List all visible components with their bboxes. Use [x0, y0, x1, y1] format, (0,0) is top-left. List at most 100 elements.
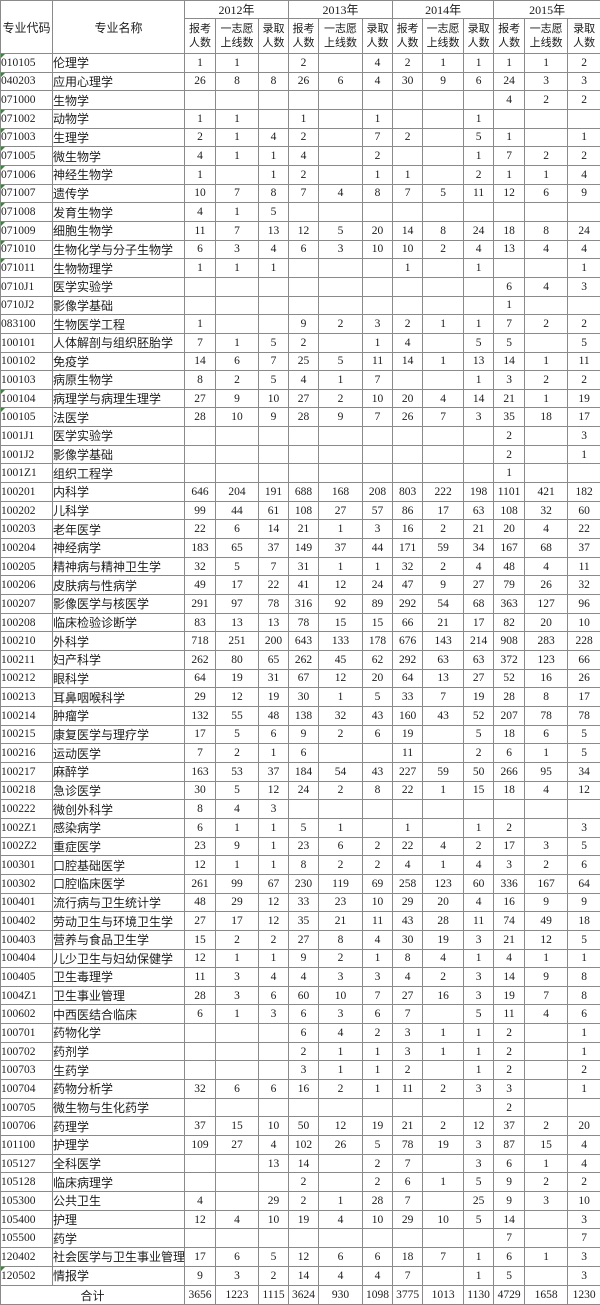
header-applicants: 报考 人数: [493, 18, 526, 54]
value-cell: 2: [524, 1116, 569, 1137]
value-cell: 32: [524, 500, 569, 521]
value-cell: [567, 202, 600, 222]
value-cell: [422, 90, 465, 110]
value-cell: [422, 108, 465, 129]
value-cell: [318, 53, 364, 73]
major-name-cell: 临床检验诊断学: [52, 612, 185, 633]
value-cell: 44: [215, 500, 259, 521]
value-cell: [257, 276, 290, 297]
value-cell: 5: [493, 1265, 526, 1287]
value-cell: 1: [493, 164, 526, 185]
value-cell: 9: [288, 948, 320, 969]
value-cell: [318, 90, 364, 110]
header-applicants: 报考 人数: [288, 18, 320, 54]
value-cell: [215, 1153, 259, 1174]
value-cell: 2: [318, 780, 364, 801]
value-cell: 1: [318, 817, 364, 838]
table-row: 100214 肿瘤学 132 55 48 138 32 43 160 43 52 207 78 78: [0, 705, 600, 726]
value-cell: 6: [215, 519, 259, 540]
value-cell: 30: [392, 929, 424, 950]
value-cell: 99: [184, 500, 216, 521]
major-name-cell: 护理: [52, 1209, 185, 1230]
value-cell: [318, 463, 364, 484]
value-cell: 6: [392, 1172, 424, 1193]
value-cell: [318, 1172, 364, 1193]
value-cell: 316: [288, 594, 320, 614]
value-cell: 64: [392, 668, 424, 689]
value-cell: 21: [493, 388, 526, 409]
table-row: 010105 伦理学 1 1 2 4 2 1 1 1 1 2: [0, 53, 600, 73]
value-cell: 4: [493, 90, 526, 110]
value-cell: [524, 817, 569, 838]
major-code-cell: 100205: [0, 556, 53, 577]
value-cell: 37: [493, 1116, 526, 1137]
value-cell: 4: [392, 332, 424, 353]
header-year-2013: 2013年: [288, 0, 394, 19]
value-cell: [362, 1228, 394, 1248]
major-code-cell: 120402: [0, 1247, 53, 1267]
value-cell: 7: [257, 556, 290, 577]
value-cell: [422, 258, 465, 278]
header-year-2014: 2014年: [392, 0, 495, 19]
major-code-cell: 100103: [0, 370, 53, 390]
major-name-cell: 肿瘤学: [52, 705, 185, 726]
value-cell: 6: [493, 1247, 526, 1267]
value-cell: 2: [524, 1172, 569, 1193]
value-cell: 1: [567, 258, 600, 278]
value-cell: [463, 90, 495, 110]
value-cell: 14: [257, 519, 290, 540]
total-value: 1013: [422, 1285, 465, 1305]
value-cell: 3: [524, 836, 569, 857]
value-cell: 4: [567, 1135, 600, 1155]
value-cell: 2: [524, 314, 569, 334]
value-cell: 9: [257, 407, 290, 428]
value-cell: 8: [392, 948, 424, 969]
value-cell: 7: [493, 1228, 526, 1248]
major-code-cell: 100701: [0, 1023, 53, 1043]
value-cell: [463, 1228, 495, 1248]
value-cell: 66: [567, 650, 600, 670]
major-code-cell: 071011: [0, 258, 53, 278]
major-name-cell: 微生物学: [52, 146, 185, 166]
value-cell: [184, 276, 216, 297]
value-cell: [463, 1097, 495, 1118]
table-row: 120502 情报学 9 3 2 14 4 4 7 1 5 3: [0, 1265, 600, 1287]
value-cell: 2: [567, 1172, 600, 1193]
value-cell: [524, 1228, 569, 1248]
value-cell: 12: [318, 668, 364, 689]
value-cell: [288, 426, 320, 446]
major-code-cell: 100211: [0, 650, 53, 670]
value-cell: [422, 202, 465, 222]
value-cell: 3: [463, 1153, 495, 1174]
value-cell: 1: [392, 258, 424, 278]
major-name-cell: 全科医学: [52, 1153, 185, 1174]
value-cell: 2: [493, 1097, 526, 1118]
value-cell: [422, 1060, 465, 1081]
value-cell: 10: [215, 407, 259, 428]
value-cell: [257, 1228, 290, 1248]
major-name-cell: 公共卫生: [52, 1191, 185, 1211]
value-cell: 14: [392, 220, 424, 241]
value-cell: 1: [215, 948, 259, 969]
value-cell: 1: [362, 948, 394, 969]
table-row: 100705 微生物与生化药学 2: [0, 1097, 600, 1118]
value-cell: 1: [318, 1191, 364, 1211]
value-cell: 66: [392, 612, 424, 633]
value-cell: 26: [318, 1135, 364, 1155]
value-cell: 9: [493, 1191, 526, 1211]
value-cell: [318, 295, 364, 316]
major-name-cell: 病理学与病理生理学: [52, 388, 185, 409]
table-row: 100702 药剂学 2 1 1 3 1 1 2 1: [0, 1041, 600, 1062]
major-name-cell: 应用心理学: [52, 71, 185, 92]
value-cell: 32: [184, 1079, 216, 1099]
value-cell: 4: [215, 1209, 259, 1230]
value-cell: 7: [257, 351, 290, 372]
value-cell: 7: [524, 985, 569, 1006]
value-cell: 6: [362, 724, 394, 745]
value-cell: [524, 108, 569, 129]
value-cell: 4: [362, 1265, 394, 1287]
table-row: 120402 社会医学与卫生事业管理 17 6 5 12 6 6 18 7 1 6 1 3: [0, 1247, 600, 1267]
table-row: 071006 神经生物学 1 1 2 1 1 2 1 1 4: [0, 164, 600, 185]
value-cell: 52: [493, 668, 526, 689]
value-cell: 4: [288, 967, 320, 987]
